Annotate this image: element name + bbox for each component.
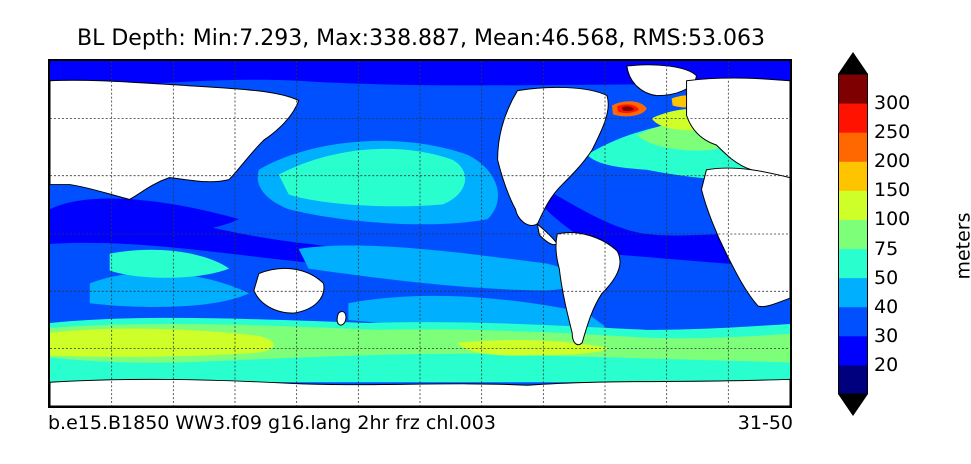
colorbar-segment — [838, 161, 868, 191]
ocean-map — [50, 61, 790, 406]
colorbar-tick-label: 75 — [874, 237, 899, 260]
colorbar-tick-label: 30 — [874, 324, 899, 347]
colorbar-segment — [838, 277, 868, 308]
north-america-land — [497, 86, 609, 226]
colorbar-segment — [838, 190, 868, 220]
colorbar-segment — [838, 74, 868, 104]
eurasia-west-land — [50, 79, 300, 200]
south-indian-cyan-zone — [109, 249, 230, 278]
southern-pacific-yellow-zone — [457, 340, 607, 356]
colorbar-label: meters — [952, 212, 971, 280]
map-panel — [48, 59, 792, 408]
colorbar-segment — [838, 335, 868, 366]
colorbar-segment — [838, 306, 868, 337]
colorbar-segment — [838, 219, 868, 250]
colorbar-tick-label: 200 — [874, 150, 911, 173]
south-indian-mid-depth — [89, 272, 249, 308]
colorbar-border — [838, 73, 868, 395]
colorbar-tick-label: 100 — [874, 208, 911, 231]
colorbar — [838, 52, 868, 416]
colorbar-extend-min — [838, 394, 868, 416]
south-america-land — [555, 232, 621, 346]
australia-land — [253, 267, 325, 314]
labrador-sea-max-core — [621, 106, 634, 112]
colorbar-segment — [838, 103, 868, 133]
south-pacific-mid-depth — [348, 295, 607, 329]
colorbar-tick-label: 40 — [874, 295, 899, 318]
north-pacific-cyan-zone — [278, 148, 466, 207]
southern-indian-yellow-zone — [50, 328, 274, 357]
years-label: 31-50 — [737, 412, 793, 434]
colorbar-segment — [838, 132, 868, 162]
colorbar-segment — [838, 364, 868, 395]
colorbar-tick-label: 50 — [874, 266, 899, 289]
map-gridlines — [50, 61, 790, 406]
colorbar-tick-label: 150 — [874, 179, 911, 202]
colorbar-tick-label: 20 — [874, 353, 899, 376]
colorbar-segment — [838, 248, 868, 279]
indian-shallow-band — [50, 198, 239, 244]
colorbar-tick-label: 250 — [874, 121, 911, 144]
new-zealand-land — [336, 311, 347, 326]
colorbar-tick-label: 300 — [874, 92, 911, 115]
case-name-label: b.e15.B1850 WW3.f09 g16.lang 2hr frz chl… — [48, 412, 496, 434]
central-pacific-mid-depth — [298, 245, 578, 291]
map-title: BL Depth: Min:7.293, Max:338.887, Mean:4… — [77, 26, 765, 51]
colorbar-extend-max — [838, 52, 868, 74]
africa-land — [700, 167, 790, 308]
